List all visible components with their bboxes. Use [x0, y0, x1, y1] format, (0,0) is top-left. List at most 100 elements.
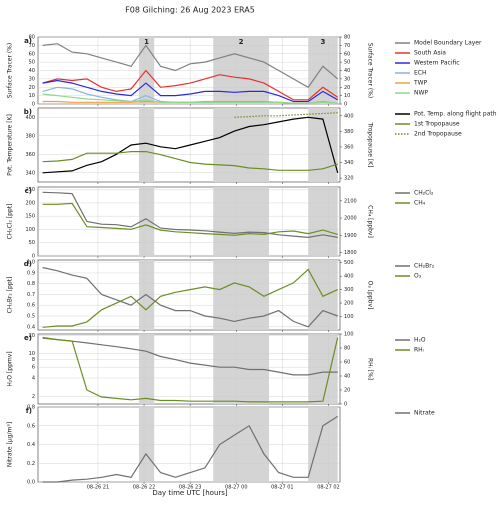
y2-tick-label: 300: [344, 287, 354, 293]
y-axis-label: CH₂Br₂ [ppt]: [7, 277, 14, 314]
y2-tick-label: 400: [344, 113, 354, 119]
segment-label: 1: [144, 38, 149, 46]
segment-label: 3: [321, 38, 326, 46]
y2-tick-label: 0: [344, 402, 347, 408]
legend-label: Western Pacific: [414, 60, 460, 67]
y-tick-label: 0.2: [27, 461, 35, 467]
series-line: [42, 415, 339, 483]
legend-label: 2nd Tropopause: [414, 131, 462, 138]
y-tick-label: 0.6: [27, 423, 35, 429]
y-tick-label: 50: [29, 60, 35, 66]
y-tick-label: 200: [25, 200, 35, 206]
y-tick-label: 0.8: [27, 281, 35, 287]
y-tick-label: 0.8: [27, 405, 35, 411]
y2-axis-label: CH₄ [ppbv]: [367, 205, 374, 238]
flight-segment: [138, 187, 155, 256]
legend-label: CH₄: [414, 200, 426, 207]
flight-segment: [213, 187, 269, 256]
series-line: [42, 202, 338, 236]
y-tick-label: 0.7: [27, 292, 35, 298]
panel-label: a): [24, 37, 32, 45]
y-tick-label: 30: [29, 76, 35, 82]
y2-tick-label: 30: [344, 76, 350, 82]
y-tick-label: 10: [29, 351, 35, 357]
y-tick-label: 0: [32, 254, 35, 260]
series-line: [42, 266, 338, 328]
y-tick-label: 70: [29, 43, 35, 49]
y2-axis-label: RHᵢ [%]: [367, 358, 374, 380]
series-line: [42, 69, 339, 101]
y2-tick-label: 80: [344, 35, 350, 41]
panel-label: f): [26, 407, 32, 415]
x-tick-label: 08-27 00: [225, 485, 247, 491]
y-tick-label: 360: [25, 152, 35, 158]
y2-tick-label: 20: [344, 388, 350, 394]
series-line: [42, 151, 338, 171]
y2-tick-label: 500: [344, 260, 354, 266]
y-tick-label: 150: [25, 214, 35, 220]
y2-tick-label: 10: [344, 93, 350, 99]
y-tick-label: 0.9: [27, 270, 35, 276]
flight-segment: [138, 108, 155, 182]
legend-label: TWP: [413, 80, 428, 87]
y2-tick-label: 60: [344, 51, 350, 57]
series-line: [42, 116, 339, 174]
series-line: [42, 79, 338, 103]
y-axis-label: H₂O [ppmv]: [7, 351, 14, 386]
panel-label: b): [24, 108, 32, 116]
legend-label: H₂O: [414, 337, 426, 344]
x-tick-label: 08-26 21: [87, 485, 109, 491]
y2-tick-label: 50: [344, 60, 350, 66]
x-tick-label: 08-27 02: [317, 485, 339, 491]
y2-tick-label: 200: [344, 301, 354, 307]
x-tick-label: 08-26 23: [179, 485, 201, 491]
y-axis-label: Surface Tracer (%): [7, 43, 14, 98]
y2-tick-label: 40: [344, 68, 350, 74]
y-tick-label: 380: [25, 133, 35, 139]
y-tick-label: 0.4: [27, 324, 35, 330]
y2-tick-label: 100: [344, 314, 354, 320]
y-tick-label: 20: [29, 333, 35, 339]
plot-area: [37, 259, 341, 331]
y2-tick-label: 100: [344, 332, 354, 338]
flight-segment: [308, 334, 338, 404]
legend-label: CH₂Br₂: [414, 263, 435, 270]
y-tick-label: 80: [29, 35, 35, 41]
x-tick-label: 08-27 01: [271, 485, 293, 491]
segment-label: 2: [239, 38, 244, 46]
flight-segment: [138, 334, 155, 404]
series-line: [42, 337, 338, 376]
x-tick-label: 08-26 22: [133, 485, 155, 491]
series-line: [42, 268, 338, 328]
panel-label: d): [24, 260, 32, 268]
y2-tick-label: 60: [344, 360, 350, 366]
legend-label: O₃: [414, 273, 422, 280]
y2-tick-label: 70: [344, 43, 350, 49]
y2-tick-label: 360: [344, 144, 354, 150]
y2-tick-label: 1800: [344, 250, 357, 256]
series-line: [42, 191, 338, 239]
legend-label: Model Boundary Layer: [414, 40, 482, 47]
flight-segment: [213, 108, 269, 182]
series-line: [42, 43, 339, 89]
legend-label: 1st Tropopause: [414, 121, 460, 128]
y-tick-label: 8: [32, 357, 35, 363]
legend-label: CH₂Cl₂: [414, 190, 434, 197]
legend-label: ECH: [414, 70, 427, 77]
legend-label: South Asia: [414, 50, 446, 57]
y2-tick-label: 80: [344, 346, 350, 352]
y-tick-label: 0.4: [27, 442, 35, 448]
y-axis-label: CH₂Cl₂ [ppt]: [7, 204, 14, 240]
y-tick-label: 1.0: [27, 260, 35, 266]
x-axis-label: Day time UTC [hours]: [152, 489, 228, 497]
y-tick-label: 0: [32, 102, 35, 108]
series-line: [42, 336, 339, 403]
y-tick-label: 40: [29, 68, 35, 74]
y2-tick-label: 400: [344, 274, 354, 280]
y-tick-label: 60: [29, 51, 35, 57]
y2-tick-label: 2000: [344, 216, 357, 222]
series-line: [42, 93, 338, 104]
chart-title: F08 Gilching: 26 Aug 2023 ERA5: [125, 6, 255, 15]
y-tick-label: 2: [32, 394, 35, 400]
